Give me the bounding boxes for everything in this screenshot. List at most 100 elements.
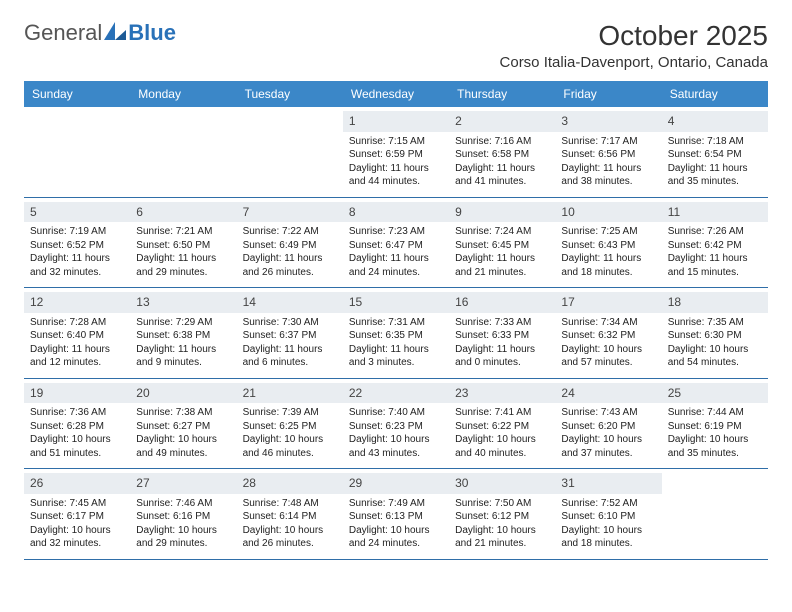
- calendar-week: 1Sunrise: 7:15 AMSunset: 6:59 PMDaylight…: [24, 107, 768, 198]
- calendar-week: 12Sunrise: 7:28 AMSunset: 6:40 PMDayligh…: [24, 288, 768, 379]
- day-info: Sunrise: 7:39 AMSunset: 6:25 PMDaylight:…: [243, 406, 337, 460]
- daylight-line-2: and 29 minutes.: [136, 537, 230, 551]
- day-info: Sunrise: 7:17 AMSunset: 6:56 PMDaylight:…: [561, 135, 655, 189]
- daylight-line-1: Daylight: 10 hours: [561, 343, 655, 357]
- day-number: 8: [349, 205, 356, 219]
- day-number-row: 22: [343, 383, 449, 404]
- sunset: Sunset: 6:27 PM: [136, 420, 230, 434]
- sunset: Sunset: 6:45 PM: [455, 239, 549, 253]
- sunset: Sunset: 6:30 PM: [668, 329, 762, 343]
- daylight-line-1: Daylight: 10 hours: [455, 524, 549, 538]
- sunset: Sunset: 6:37 PM: [243, 329, 337, 343]
- sunset: Sunset: 6:56 PM: [561, 148, 655, 162]
- day-number: 7: [243, 205, 250, 219]
- sunset: Sunset: 6:58 PM: [455, 148, 549, 162]
- day-number-row: 6: [130, 202, 236, 223]
- calendar-week: 5Sunrise: 7:19 AMSunset: 6:52 PMDaylight…: [24, 198, 768, 289]
- sunrise: Sunrise: 7:30 AM: [243, 316, 337, 330]
- day-info: Sunrise: 7:25 AMSunset: 6:43 PMDaylight:…: [561, 225, 655, 279]
- sunset: Sunset: 6:52 PM: [30, 239, 124, 253]
- daylight-line-2: and 9 minutes.: [136, 356, 230, 370]
- calendar-day: 25Sunrise: 7:44 AMSunset: 6:19 PMDayligh…: [662, 379, 768, 469]
- calendar-day: 30 Sunrise: 7:50 AMSunset: 6:12 PMDayligh…: [449, 469, 555, 559]
- daylight-line-2: and 46 minutes.: [243, 447, 337, 461]
- daylight-line-2: and 44 minutes.: [349, 175, 443, 189]
- day-number: 6: [136, 205, 143, 219]
- daylight-line-1: Daylight: 10 hours: [30, 433, 124, 447]
- sunset: Sunset: 6:35 PM: [349, 329, 443, 343]
- daylight-line-1: Daylight: 11 hours: [349, 343, 443, 357]
- daylight-line-2: and 15 minutes.: [668, 266, 762, 280]
- day-number-row: 29: [343, 473, 449, 494]
- daylight-line-2: and 29 minutes.: [136, 266, 230, 280]
- calendar-day: 21Sunrise: 7:39 AMSunset: 6:25 PMDayligh…: [237, 379, 343, 469]
- daylight-line-1: Daylight: 11 hours: [561, 252, 655, 266]
- sunrise: Sunrise: 7:46 AM: [136, 497, 230, 511]
- day-number: 16: [455, 295, 468, 309]
- daylight-line-2: and 54 minutes.: [668, 356, 762, 370]
- day-number: 30: [455, 476, 468, 490]
- daylight-line-2: and 43 minutes.: [349, 447, 443, 461]
- day-info: Sunrise: 7:33 AMSunset: 6:33 PMDaylight:…: [455, 316, 549, 370]
- sunrise: Sunrise: 7:19 AM: [30, 225, 124, 239]
- day-number-row: [130, 111, 236, 115]
- day-number: 29: [349, 476, 362, 490]
- daylight-line-1: Daylight: 10 hours: [243, 433, 337, 447]
- daylight-line-1: Daylight: 11 hours: [668, 162, 762, 176]
- day-number-row: 18: [662, 292, 768, 313]
- day-number-row: 7: [237, 202, 343, 223]
- calendar-day: 9Sunrise: 7:24 AMSunset: 6:45 PMDaylight…: [449, 198, 555, 288]
- daylight-line-1: Daylight: 10 hours: [243, 524, 337, 538]
- day-number: 18: [668, 295, 681, 309]
- daylight-line-2: and 0 minutes.: [455, 356, 549, 370]
- day-number: 24: [561, 386, 574, 400]
- day-number-row: [237, 111, 343, 115]
- calendar-day: 12Sunrise: 7:28 AMSunset: 6:40 PMDayligh…: [24, 288, 130, 378]
- day-number-row: 10: [555, 202, 661, 223]
- sunset: Sunset: 6:38 PM: [136, 329, 230, 343]
- day-number: 11: [668, 205, 680, 219]
- sunrise: Sunrise: 7:26 AM: [668, 225, 762, 239]
- daylight-line-1: Daylight: 11 hours: [136, 343, 230, 357]
- day-info: Sunrise: 7:15 AMSunset: 6:59 PMDaylight:…: [349, 135, 443, 189]
- sunset: Sunset: 6:28 PM: [30, 420, 124, 434]
- day-info: Sunrise: 7:36 AMSunset: 6:28 PMDaylight:…: [30, 406, 124, 460]
- day-number-row: 9: [449, 202, 555, 223]
- day-info: Sunrise: 7:50 AMSunset: 6:12 PMDaylight:…: [455, 497, 549, 551]
- header: General Blue October 2025 Corso Italia-D…: [24, 20, 768, 71]
- day-info: Sunrise: 7:19 AMSunset: 6:52 PMDaylight:…: [30, 225, 124, 279]
- daylight-line-2: and 26 minutes.: [243, 537, 337, 551]
- day-info: Sunrise: 7:52 AMSunset: 6:10 PMDaylight:…: [561, 497, 655, 551]
- calendar-day: 18Sunrise: 7:35 AMSunset: 6:30 PMDayligh…: [662, 288, 768, 378]
- calendar-day: 5Sunrise: 7:19 AMSunset: 6:52 PMDaylight…: [24, 198, 130, 288]
- calendar-day: [24, 107, 130, 197]
- sunrise: Sunrise: 7:18 AM: [668, 135, 762, 149]
- sunrise: Sunrise: 7:33 AM: [455, 316, 549, 330]
- daylight-line-1: Daylight: 11 hours: [30, 343, 124, 357]
- day-number: 13: [136, 295, 149, 309]
- daylight-line-1: Daylight: 11 hours: [455, 252, 549, 266]
- dow-sun: Sunday: [24, 81, 130, 107]
- daylight-line-1: Daylight: 10 hours: [136, 524, 230, 538]
- day-number-row: 21: [237, 383, 343, 404]
- daylight-line-2: and 6 minutes.: [243, 356, 337, 370]
- sunset: Sunset: 6:25 PM: [243, 420, 337, 434]
- daylight-line-1: Daylight: 11 hours: [349, 252, 443, 266]
- logo: General Blue: [24, 20, 176, 46]
- daylight-line-1: Daylight: 11 hours: [136, 252, 230, 266]
- daylight-line-1: Daylight: 11 hours: [455, 343, 549, 357]
- day-number-row: 28: [237, 473, 343, 494]
- day-number-row: 5: [24, 202, 130, 223]
- sunset: Sunset: 6:47 PM: [349, 239, 443, 253]
- day-number-row: 30: [449, 473, 555, 494]
- day-number: 4: [668, 114, 675, 128]
- daylight-line-2: and 32 minutes.: [30, 266, 124, 280]
- sunset: Sunset: 6:10 PM: [561, 510, 655, 524]
- sunset: Sunset: 6:12 PM: [455, 510, 549, 524]
- daylight-line-1: Daylight: 10 hours: [561, 433, 655, 447]
- sunset: Sunset: 6:54 PM: [668, 148, 762, 162]
- day-info: Sunrise: 7:44 AMSunset: 6:19 PMDaylight:…: [668, 406, 762, 460]
- logo-text-1: General: [24, 20, 102, 46]
- dow-mon: Monday: [130, 81, 236, 107]
- day-info: Sunrise: 7:34 AMSunset: 6:32 PMDaylight:…: [561, 316, 655, 370]
